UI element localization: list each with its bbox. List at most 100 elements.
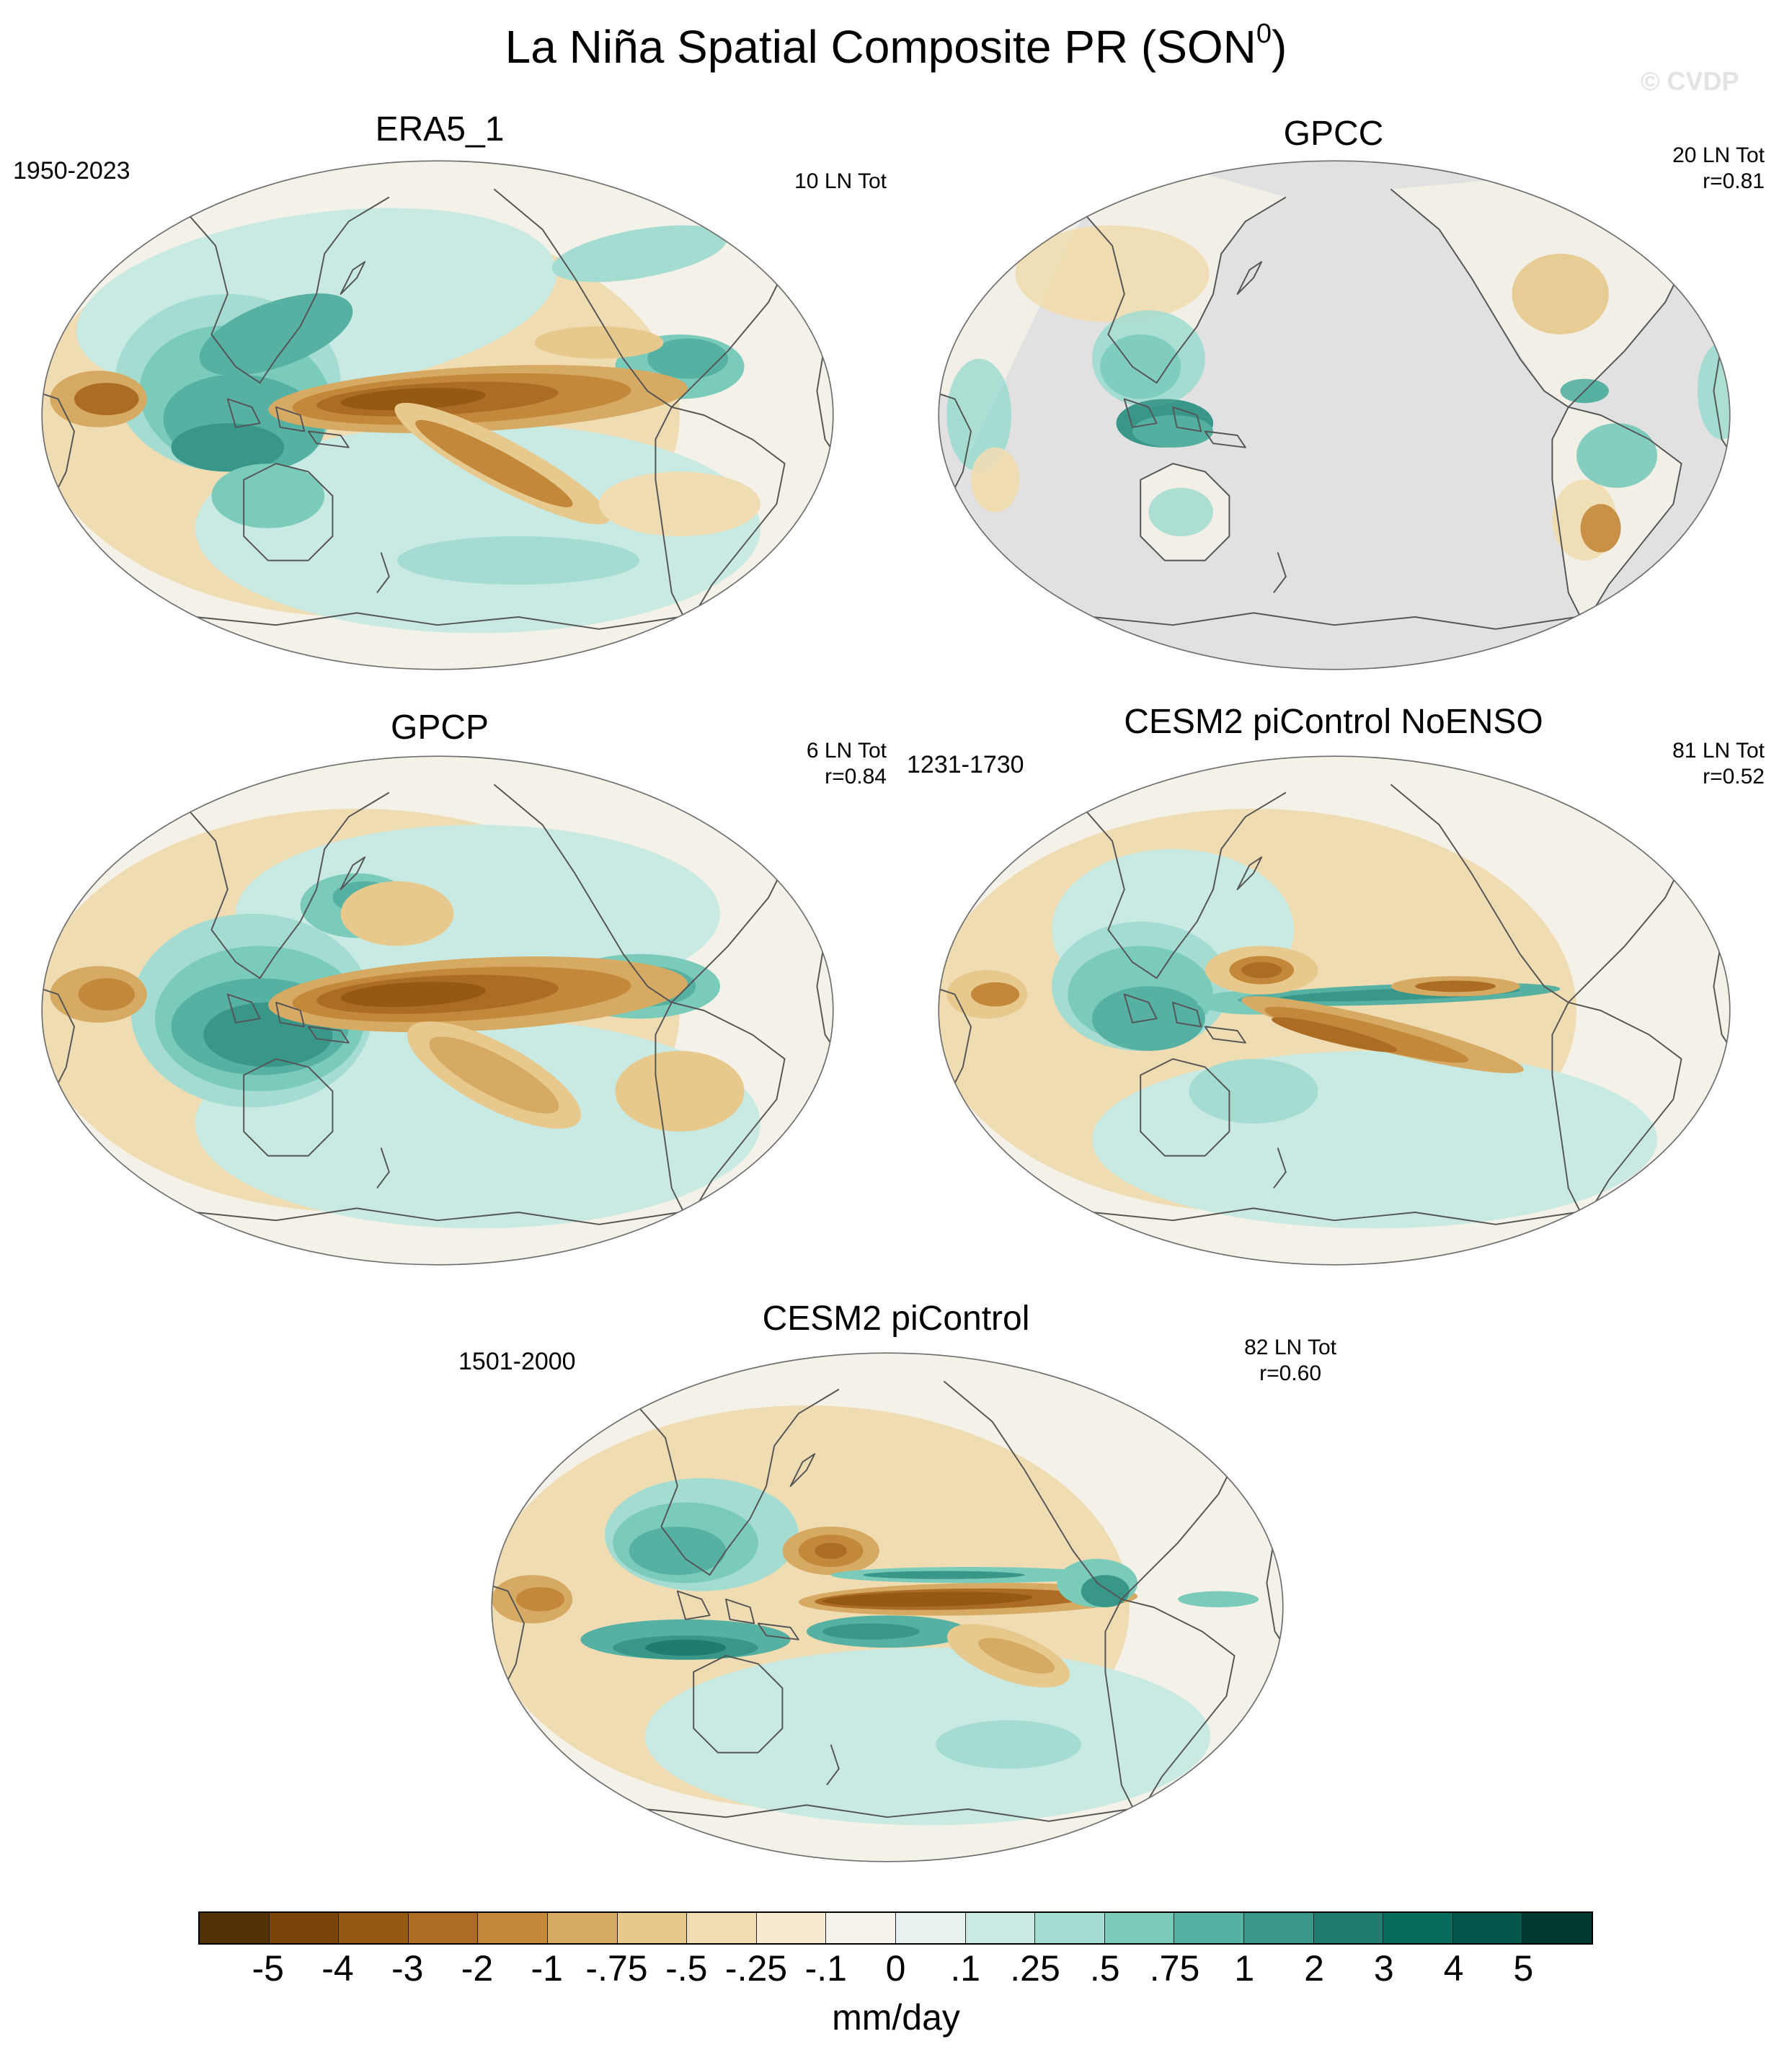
coastline <box>376 1147 390 1189</box>
map-border <box>41 160 834 670</box>
coastline <box>693 1655 784 1754</box>
anomaly-region <box>74 383 139 415</box>
coastline <box>1140 1058 1230 1157</box>
panel-title-noenso: CESM2 piControl NoENSO <box>1124 703 1543 741</box>
coastline <box>376 552 390 593</box>
coastline <box>725 1598 755 1625</box>
anomaly-region <box>978 1638 1055 1674</box>
coastline <box>493 783 673 1003</box>
map-field <box>42 756 833 1265</box>
map-noenso <box>938 755 1731 1266</box>
coastline <box>939 390 972 505</box>
colorbar-units: mm/day <box>832 1997 960 2038</box>
anomaly-region <box>415 419 573 507</box>
coastline <box>816 342 833 464</box>
coastline <box>1551 1001 1682 1222</box>
colorbar-tick-label: .1 <box>950 1948 981 1989</box>
anomaly-region <box>599 471 760 536</box>
coastline <box>1172 406 1202 432</box>
colorbar-swatch <box>1452 1913 1523 1943</box>
map-background <box>939 161 1730 670</box>
colorbar-tick-label: .75 <box>1149 1948 1200 1989</box>
panel-correlation-gpcp: r=0.84 <box>825 765 887 789</box>
panel-events-noenso: 81 LN Tot <box>1672 739 1765 763</box>
coastline <box>816 938 833 1060</box>
coastline <box>1169 1380 1236 1431</box>
colorbar-tick-label: 1 <box>1234 1948 1255 1989</box>
colorbar-swatch <box>1243 1913 1314 1943</box>
colorbar-tick-label: -4 <box>321 1948 354 1989</box>
coastline <box>719 188 786 239</box>
coastline <box>1390 783 1569 1003</box>
coastline <box>789 1453 816 1487</box>
coastline <box>1266 1534 1283 1656</box>
anomaly-region <box>1415 980 1496 992</box>
panel-stats-era5: 10 LN Tot <box>794 169 887 195</box>
panel-title-era5: ERA5_1 <box>375 110 505 148</box>
colorbar-tick-label: -.25 <box>724 1948 788 1989</box>
panel-period-picontrol: 1501-2000 <box>458 1348 576 1375</box>
map-border <box>938 755 1731 1266</box>
panel-stats-picontrol: 82 LN Tot r=0.60 <box>1244 1335 1336 1387</box>
coastline <box>114 1207 761 1230</box>
anomaly-region <box>645 1639 726 1656</box>
coastline <box>1616 783 1682 834</box>
panel-period-era5: 1950-2023 <box>13 157 130 185</box>
anomaly-region <box>822 1623 920 1640</box>
colorbar-swatch <box>826 1913 896 1943</box>
anomaly-region <box>1189 1059 1318 1124</box>
coastline <box>1713 938 1730 1060</box>
map-field <box>939 161 1730 670</box>
coastline <box>1551 406 1682 626</box>
anomaly-region <box>340 881 454 946</box>
coastline <box>340 261 366 295</box>
anomaly-region <box>211 463 325 528</box>
coastline <box>1616 188 1682 239</box>
coastline <box>1140 463 1230 561</box>
colorbar-swatch <box>756 1913 827 1943</box>
anomaly-region <box>1264 1006 1469 1063</box>
coastline <box>1273 552 1287 593</box>
anomaly-region <box>1148 487 1213 536</box>
panel-events-picontrol: 82 LN Tot <box>1244 1336 1336 1359</box>
anomaly-region <box>629 1527 726 1576</box>
colorbar-swatch <box>547 1913 618 1943</box>
anomaly-region <box>78 978 135 1011</box>
coastline <box>187 196 390 384</box>
colorbar-tick-label: 5 <box>1513 1948 1534 1989</box>
coastline <box>1123 993 1158 1023</box>
coastline <box>492 1582 525 1697</box>
colorbar-swatch <box>1174 1913 1244 1943</box>
colorbar-swatch <box>1383 1913 1453 1943</box>
colorbar-swatch <box>269 1913 340 1943</box>
figure-title-text: La Niña Spatial Composite PR (SON <box>505 21 1256 73</box>
colorbar-swatch <box>617 1913 688 1943</box>
anomaly-region <box>534 326 664 359</box>
colorbar-swatch <box>1104 1913 1175 1943</box>
anomaly-region <box>971 982 1020 1007</box>
coastline <box>655 406 786 626</box>
figure-title-superscript: 0 <box>1256 18 1272 49</box>
colorbar-swatch <box>408 1913 479 1943</box>
colorbar-tick-label: -2 <box>461 1948 494 1989</box>
coastline <box>1204 1026 1246 1044</box>
coastline <box>1104 1598 1236 1818</box>
colorbar-swatch <box>339 1913 409 1943</box>
coastline <box>275 1001 306 1028</box>
anomaly-region <box>647 338 729 379</box>
colorbar-swatch <box>478 1913 548 1943</box>
colorbar-tick-label: -1 <box>531 1948 563 1989</box>
colorbar-tick-label: 3 <box>1373 1948 1394 1989</box>
map-gpcc <box>938 160 1731 670</box>
panel-title-gpcc: GPCC <box>1283 115 1384 153</box>
panel-events-gpcp: 6 LN Tot <box>806 739 887 763</box>
anomaly-region <box>199 293 353 376</box>
colorbar-swatch <box>895 1913 966 1943</box>
coastline <box>1011 1207 1658 1230</box>
anomaly-region <box>971 447 1020 512</box>
panel-title-picontrol: CESM2 piControl <box>762 1300 1030 1338</box>
anomaly-region <box>936 1720 1081 1769</box>
anomaly-region <box>1241 961 1282 979</box>
anomaly-region <box>551 225 727 283</box>
coastline <box>1083 791 1287 980</box>
